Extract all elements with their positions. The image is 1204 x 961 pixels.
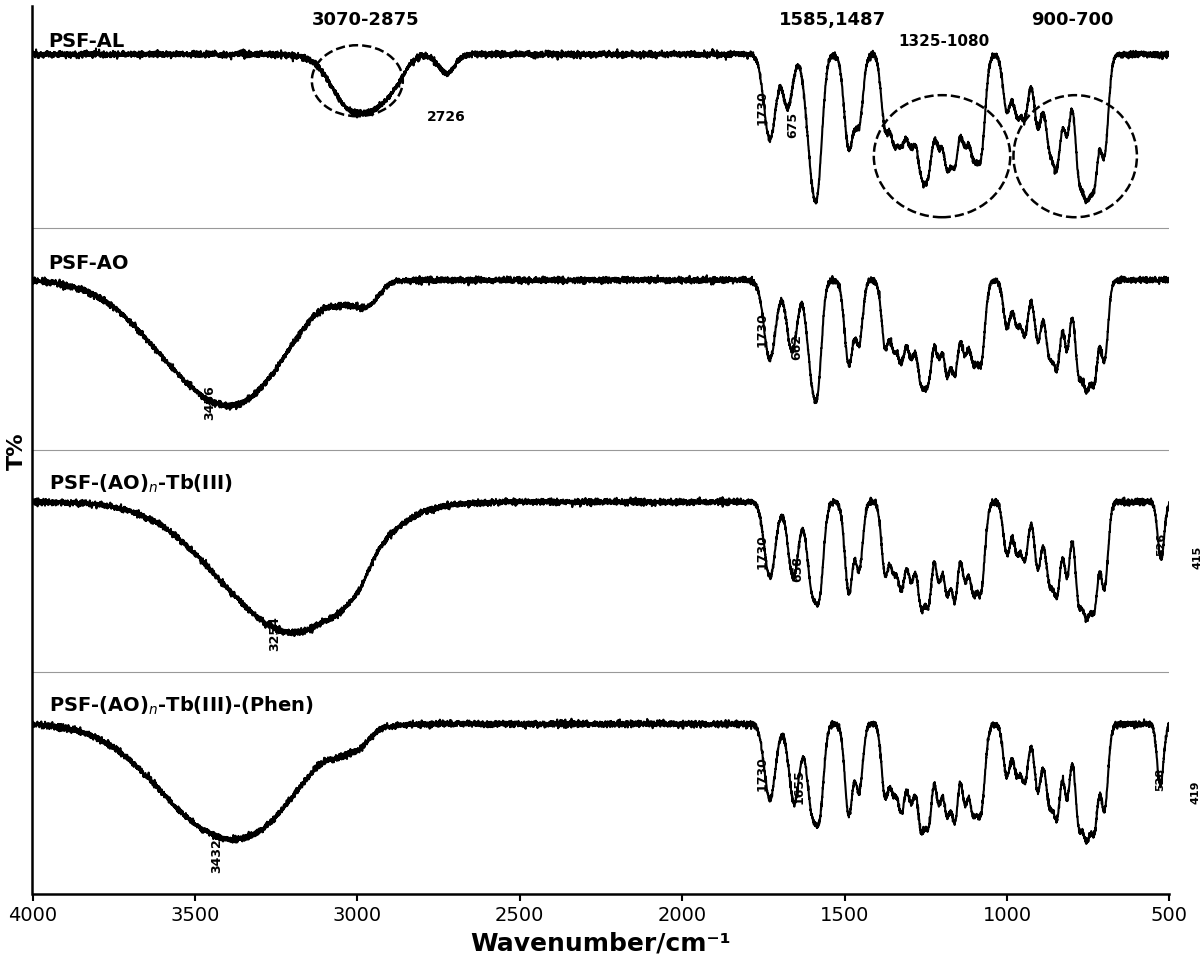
Text: 528: 528 xyxy=(1156,767,1165,790)
Text: 1730: 1730 xyxy=(755,755,768,790)
Text: 1655: 1655 xyxy=(792,769,805,803)
Text: 1585,1487: 1585,1487 xyxy=(779,12,886,30)
Text: 1325-1080: 1325-1080 xyxy=(898,34,990,48)
Y-axis label: T%: T% xyxy=(7,431,26,469)
Text: PSF-(AO)$_n$-Tb(III): PSF-(AO)$_n$-Tb(III) xyxy=(48,472,232,494)
Text: 1730: 1730 xyxy=(755,533,768,568)
Text: 415: 415 xyxy=(1192,545,1202,568)
Text: 2726: 2726 xyxy=(427,110,466,124)
Text: 526: 526 xyxy=(1156,532,1165,555)
X-axis label: Wavenumber/cm⁻¹: Wavenumber/cm⁻¹ xyxy=(471,930,731,954)
Text: 658: 658 xyxy=(791,555,804,581)
Text: PSF-(AO)$_n$-Tb(III)-(Phen): PSF-(AO)$_n$-Tb(III)-(Phen) xyxy=(48,694,314,716)
Text: 1730: 1730 xyxy=(755,312,768,347)
Text: 3432: 3432 xyxy=(211,837,224,872)
Text: PSF-AL: PSF-AL xyxy=(48,32,125,51)
Text: 675: 675 xyxy=(786,112,799,138)
Text: 662: 662 xyxy=(790,333,803,359)
Text: 900-700: 900-700 xyxy=(1031,12,1114,30)
Text: 3070-2875: 3070-2875 xyxy=(312,12,420,30)
Text: 1730: 1730 xyxy=(755,90,768,125)
Text: 3254: 3254 xyxy=(268,616,282,651)
Text: 419: 419 xyxy=(1191,779,1200,803)
Text: PSF-AO: PSF-AO xyxy=(48,254,129,273)
Text: 3456: 3456 xyxy=(202,384,216,419)
